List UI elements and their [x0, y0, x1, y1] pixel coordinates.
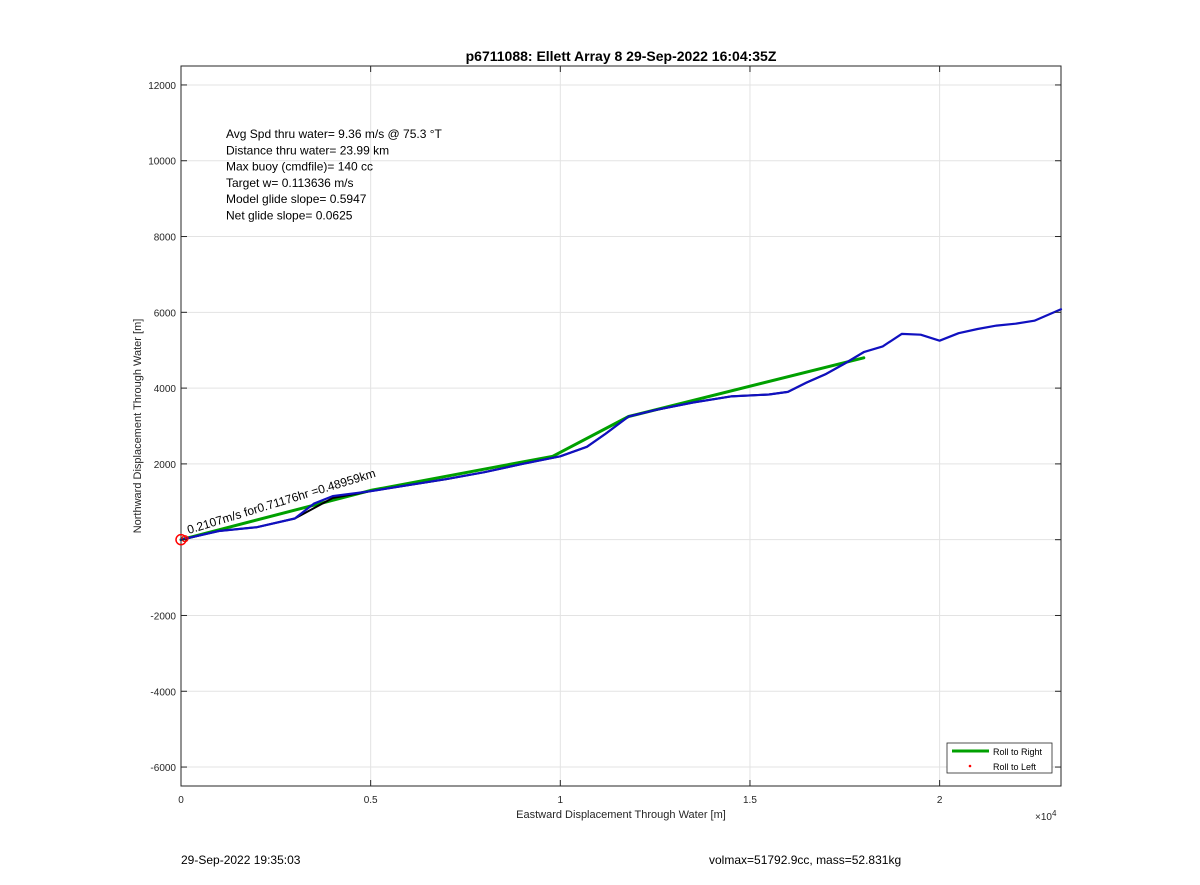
annotation-line: Model glide slope= 0.5947: [226, 192, 367, 206]
y-tick-label: 8000: [154, 233, 177, 244]
series-line-0: [179, 356, 866, 542]
x-axis-exponent: ×104: [1035, 809, 1057, 823]
annotation-line: Net glide slope= 0.0625: [226, 209, 353, 223]
legend: Roll to Right Roll to Left: [946, 742, 1053, 774]
x-tick-label: 2: [937, 795, 943, 806]
annotation-line: Distance thru water= 23.99 km: [226, 143, 389, 157]
y-axis-label: Northward Displacement Through Water [m]: [132, 319, 144, 534]
x-tick-label: 1.5: [743, 795, 757, 806]
series-line-2: [179, 308, 1063, 541]
y-tick-label: 10000: [148, 157, 176, 168]
annotation-line: Avg Spd thru water= 9.36 m/s @ 75.3 °T: [226, 127, 443, 141]
plot-frame: [180, 65, 1062, 787]
tick-labels: 0 0.5 1 1.5 2 -6000 -4000 -2000 2000 4000 6000 8000…: [148, 66, 1061, 806]
legend-box: [946, 742, 1053, 774]
chart-title: p6711088: Ellett Array 8 29-Sep-2022 16:…: [466, 48, 777, 64]
annotation-line: Max buoy (cmdfile)= 140 cc: [226, 160, 373, 174]
series-layer: [175, 308, 1063, 546]
x-axis-label: Eastward Displacement Through Water [m]: [516, 809, 726, 821]
footer-timestamp: 29-Sep-2022 19:35:03: [181, 853, 301, 867]
y-tick-label: 12000: [148, 81, 176, 92]
y-tick-label: 6000: [154, 308, 177, 319]
start-marker: [181, 535, 189, 543]
annotation-line: Target w= 0.113636 m/s: [226, 176, 354, 190]
y-tick-label: 4000: [154, 384, 177, 395]
y-tick-label: 2000: [154, 460, 177, 471]
annotations: Avg Spd thru water= 9.36 m/s @ 75.3 °T Di…: [226, 127, 443, 223]
track-annotation: 0.2107m/s for0.71176hr =0.48959km: [185, 466, 377, 537]
y-tick-label: -2000: [150, 611, 176, 622]
legend-swatch-roll-to-left: [968, 764, 972, 768]
grid-lines: [180, 66, 1061, 786]
legend-label-roll-to-right: Roll to Right: [993, 747, 1043, 757]
legend-label-roll-to-left: Roll to Left: [993, 762, 1037, 772]
y-tick-label: -4000: [150, 687, 176, 698]
x-tick-label: 0.5: [364, 795, 378, 806]
x-tick-label: 1: [558, 795, 564, 806]
x-exponent-power: 4: [1052, 809, 1057, 818]
y-tick-label: -6000: [150, 763, 176, 774]
footer-volmax-mass: volmax=51792.9cc, mass=52.831kg: [709, 853, 902, 867]
x-tick-label: 0: [178, 795, 184, 806]
x-exponent-base: ×10: [1035, 812, 1052, 823]
